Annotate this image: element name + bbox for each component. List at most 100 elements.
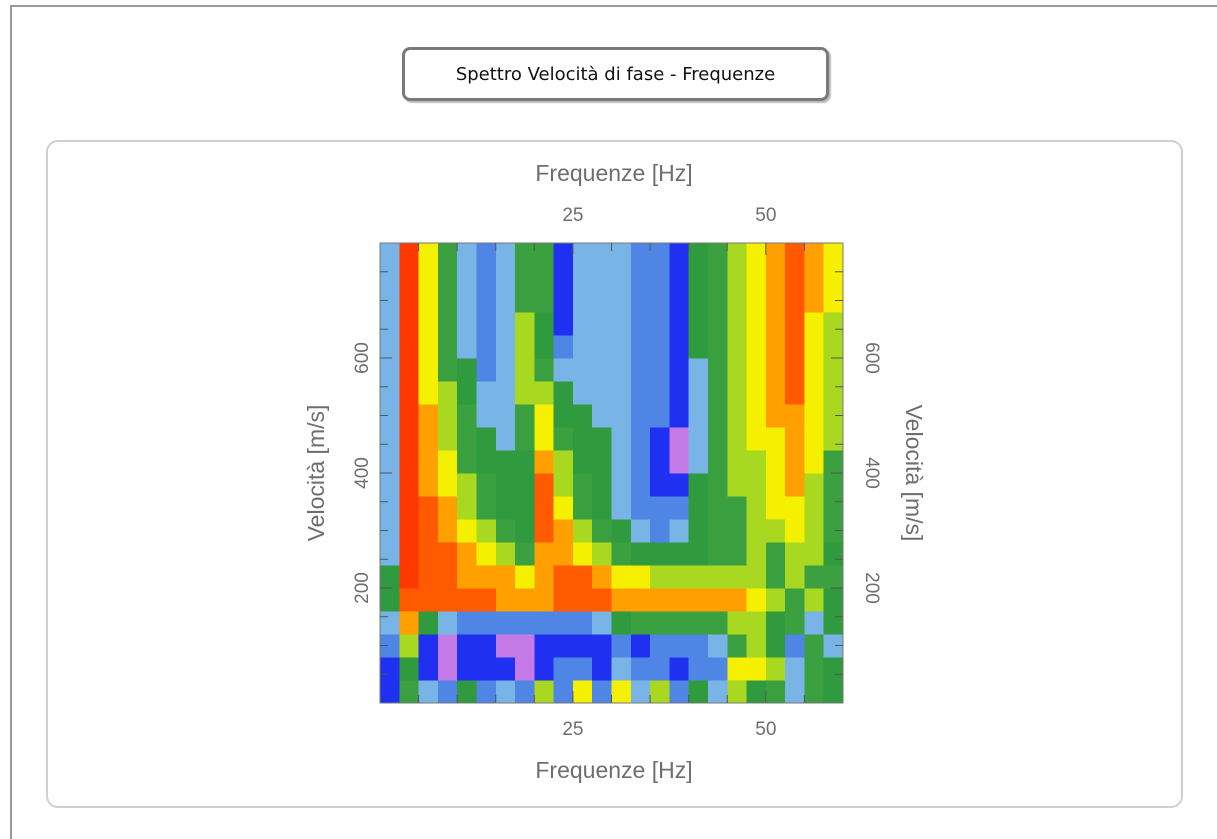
heatmap-cell [380, 243, 400, 267]
heatmap-cell [418, 312, 439, 336]
heatmap-cell [495, 657, 516, 681]
heatmap-cell [688, 519, 709, 543]
heatmap-cell [457, 634, 477, 658]
heatmap-cell [746, 243, 767, 267]
heatmap-cell [630, 289, 651, 313]
heatmap-cell [611, 404, 632, 428]
heatmap-cell [765, 496, 786, 520]
heatmap-cell [765, 450, 786, 474]
heatmap-cell [437, 358, 458, 382]
heatmap-cell [476, 335, 497, 359]
heatmap-cell [457, 243, 477, 267]
heatmap-cell [457, 335, 477, 359]
heatmap-cell [727, 519, 748, 543]
heatmap-cell [592, 312, 612, 336]
heatmap-cell [630, 473, 651, 497]
heatmap-cell [515, 496, 535, 520]
heatmap-cell [765, 289, 786, 313]
heatmap-cell [765, 588, 786, 612]
heatmap-cell [515, 657, 535, 681]
heatmap-cell [823, 243, 844, 267]
heatmap-cell [823, 358, 844, 382]
heatmap-cell [823, 634, 844, 658]
heatmap-cell [476, 634, 497, 658]
heatmap-cell [437, 496, 458, 520]
heatmap-cell [804, 266, 825, 290]
heatmap-cell [457, 519, 477, 543]
heatmap-cell [765, 266, 786, 290]
y-tick-label-left: 200 [352, 572, 373, 604]
heatmap-cell [572, 565, 593, 589]
heatmap-cell [495, 381, 516, 405]
heatmap-cell [515, 427, 535, 451]
heatmap-cell [611, 611, 632, 635]
heatmap-cell [418, 588, 439, 612]
heatmap-cell [823, 404, 844, 428]
heatmap-cell [534, 312, 555, 336]
heatmap-cell [746, 611, 767, 635]
heatmap-cell [669, 335, 690, 359]
heatmap-cell [630, 427, 651, 451]
heatmap-cell [418, 266, 439, 290]
heatmap-cell [804, 473, 825, 497]
heatmap-cell [746, 680, 767, 704]
heatmap-cell [437, 381, 458, 405]
heatmap-cell [495, 542, 516, 566]
heatmap-cell [669, 496, 690, 520]
heatmap-cell [399, 542, 420, 566]
heatmap-cell [727, 611, 748, 635]
heatmap-cell [727, 381, 748, 405]
heatmap-cell [707, 266, 728, 290]
heatmap-cell [611, 358, 632, 382]
x-axis-title-top: Frequenze [Hz] [535, 160, 692, 186]
heatmap-cell [688, 404, 709, 428]
heatmap-cell [785, 381, 805, 405]
heatmap-cell [630, 381, 651, 405]
heatmap-cell [727, 634, 748, 658]
heatmap-cell [630, 266, 651, 290]
heatmap-cell [495, 404, 516, 428]
heatmap-cell [437, 450, 458, 474]
heatmap-cell [437, 404, 458, 428]
heatmap-cell [823, 542, 844, 566]
heatmap-cell [437, 588, 458, 612]
title-button[interactable]: Spettro Velocità di fase - Frequenze [402, 47, 829, 101]
heatmap-cell [380, 404, 400, 428]
heatmap-cell [399, 358, 420, 382]
heatmap-cell [592, 358, 612, 382]
heatmap-cell [688, 657, 709, 681]
heatmap-cell [804, 381, 825, 405]
heatmap-cell [592, 243, 612, 267]
heatmap-cell [437, 611, 458, 635]
heatmap-cell [688, 381, 709, 405]
heatmap-cell [572, 358, 593, 382]
heatmap-cell [707, 427, 728, 451]
heatmap-cell [669, 404, 690, 428]
heatmap-cell [572, 611, 593, 635]
heatmap-cell [785, 496, 805, 520]
heatmap-cell [823, 266, 844, 290]
heatmap-cell [534, 496, 555, 520]
heatmap-cell [785, 680, 805, 704]
heatmap-cell [515, 634, 535, 658]
heatmap-cell [650, 496, 670, 520]
heatmap-cell [650, 542, 670, 566]
heatmap-cell [553, 266, 574, 290]
heatmap-cell [650, 680, 670, 704]
heatmap-cell [592, 611, 612, 635]
heatmap-cell [495, 335, 516, 359]
heatmap-cell [630, 657, 651, 681]
heatmap-cell [650, 519, 670, 543]
heatmap-cell [553, 312, 574, 336]
heatmap-cell [765, 473, 786, 497]
heatmap-cell [688, 358, 709, 382]
heatmap-cell [765, 611, 786, 635]
heatmap-cell [572, 312, 593, 336]
heatmap-cell [553, 657, 574, 681]
heatmap-cell [495, 611, 516, 635]
heatmap-cell [418, 381, 439, 405]
heatmap-cell [707, 680, 728, 704]
heatmap-cell [785, 634, 805, 658]
heatmap-cell [804, 496, 825, 520]
